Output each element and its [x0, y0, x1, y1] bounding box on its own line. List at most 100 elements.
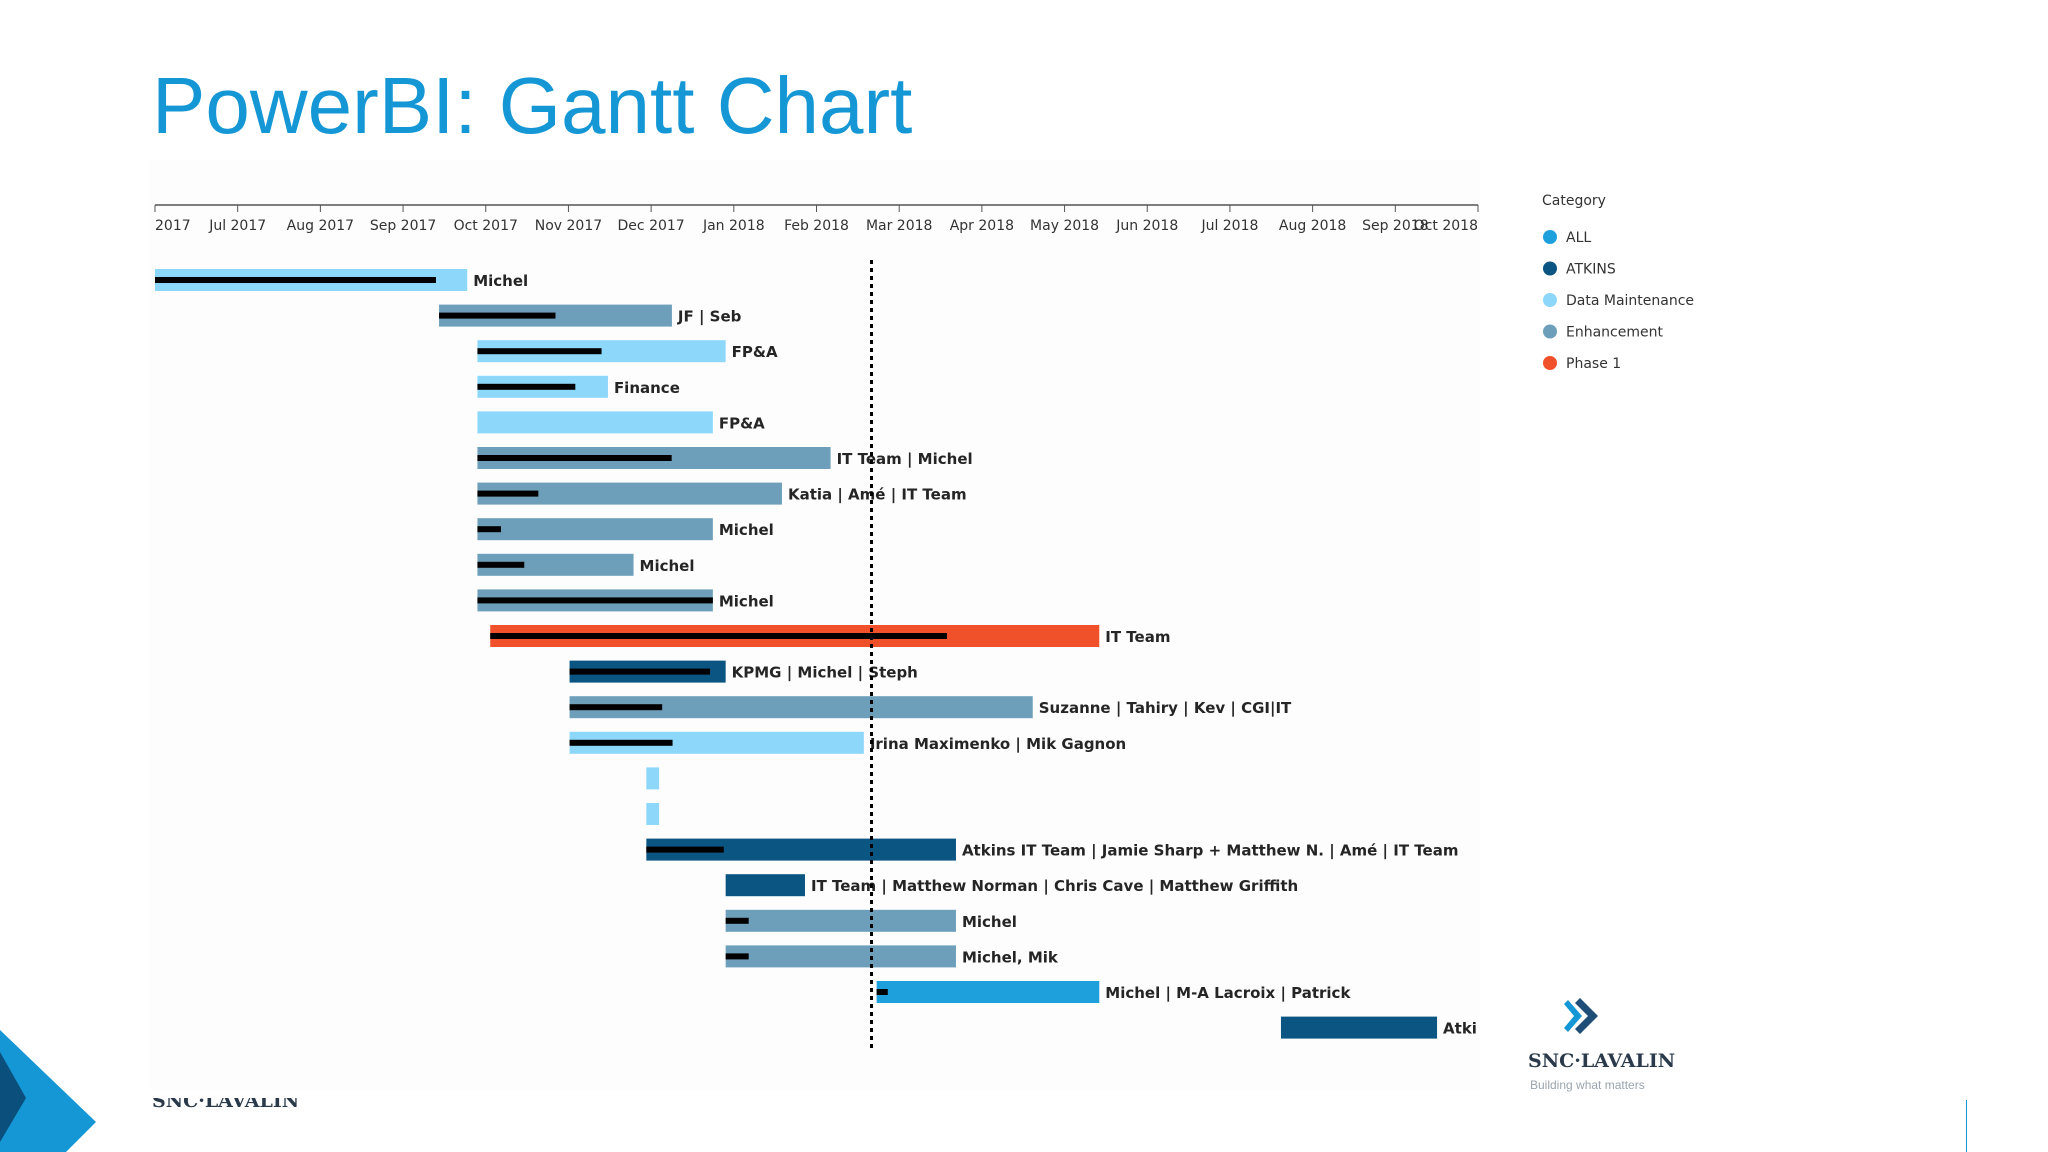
- time-axis: 2017 Jul 2017 Aug 2017 Sep 2017 Oct 2017 Nov …: [154, 204, 1479, 234]
- task-resource-label: Michel: [473, 272, 528, 290]
- legend-item[interactable]: ATKINS: [1543, 261, 1616, 278]
- legend-label: ATKINS: [1566, 262, 1616, 278]
- task-resource-label: Finance: [614, 379, 680, 397]
- task-resource-label: Katia | Amé | IT Team: [788, 486, 967, 505]
- task-progress-bar: [477, 597, 713, 604]
- task-bar[interactable]: [646, 838, 956, 861]
- task-progress-bar: [477, 561, 525, 568]
- task-row[interactable]: Suzanne | Tahiry | Kev | CGI|IT: [569, 696, 1292, 719]
- task-row[interactable]: Katia | Amé | IT Team: [477, 482, 967, 505]
- task-resource-label: IT Team | Michel: [837, 450, 973, 469]
- axis-tick-label: Oct 2017: [454, 218, 518, 234]
- logo-wordmark: SNC·LAVALIN: [1528, 1050, 1676, 1072]
- task-bar[interactable]: [725, 909, 956, 932]
- task-resource-label: Michel: [640, 557, 695, 575]
- task-resource-label: Michel: [719, 521, 774, 539]
- axis-tick-label: Sep 2018: [1362, 218, 1428, 234]
- task-bar[interactable]: [725, 874, 805, 897]
- snc-lavalin-logo: SNC·LAVALIN Building what matters: [1528, 996, 1698, 1096]
- task-row[interactable]: Atkins IT Team | Jamie Sharp + Matthew N…: [646, 838, 1458, 861]
- task-row[interactable]: IT Team: [490, 625, 1170, 647]
- axis-tick-label: Aug 2017: [287, 218, 354, 234]
- task-resource-label: IT Team: [1105, 628, 1170, 646]
- task-bar[interactable]: [477, 518, 713, 541]
- task-bar[interactable]: [477, 553, 634, 576]
- task-resource-label: Atki: [1443, 1020, 1477, 1038]
- task-row[interactable]: Irina Maximenko | Mik Gagnon: [569, 731, 1127, 754]
- task-progress-bar: [477, 490, 539, 497]
- axis-tick-label: Jul 2017: [208, 218, 266, 234]
- task-row[interactable]: Michel: [477, 518, 774, 541]
- task-progress-bar: [569, 739, 673, 746]
- axis-tick-label: Feb 2018: [784, 218, 849, 234]
- legend-item[interactable]: Data Maintenance: [1543, 293, 1694, 309]
- task-row[interactable]: Michel: [725, 909, 1017, 932]
- task-resource-label: Irina Maximenko | Mik Gagnon: [870, 735, 1126, 754]
- axis-tick-label: Jul 2018: [1200, 218, 1258, 234]
- slide-title: PowerBI: Gantt Chart: [152, 61, 913, 150]
- legend-item[interactable]: Enhancement: [1543, 324, 1663, 341]
- task-progress-bar: [646, 846, 724, 853]
- corner-decoration: [0, 1030, 96, 1152]
- task-resource-label: JF | Seb: [677, 308, 742, 327]
- task-progress-bar: [477, 383, 576, 390]
- legend-label: Enhancement: [1566, 325, 1663, 341]
- legend-item[interactable]: Phase 1: [1543, 356, 1621, 372]
- task-resource-label: FP&A: [719, 414, 765, 432]
- right-divider: [1966, 1100, 1967, 1152]
- legend-swatch: [1543, 356, 1557, 370]
- task-row[interactable]: [646, 767, 660, 790]
- legend-swatch: [1543, 230, 1557, 244]
- task-bar[interactable]: [876, 981, 1100, 1003]
- task-row[interactable]: KPMG | Michel | Steph: [569, 660, 918, 683]
- legend-swatch: [1543, 324, 1557, 339]
- axis-tick-label: Jun 2018: [1115, 218, 1178, 234]
- legend-label: Phase 1: [1566, 356, 1621, 372]
- task-row[interactable]: Michel, Mik: [725, 945, 1059, 968]
- task-resource-label: Suzanne | Tahiry | Kev | CGI|IT: [1039, 699, 1292, 718]
- axis-tick-label: Oct 2018: [1414, 218, 1478, 234]
- legend-item[interactable]: ALL: [1543, 230, 1591, 246]
- snc-lavalin-chevrons-icon: [1564, 998, 1598, 1034]
- task-row[interactable]: FP&A: [477, 411, 765, 434]
- task-row[interactable]: Atki: [1280, 1016, 1477, 1039]
- task-progress-bar: [569, 668, 711, 675]
- task-progress-bar: [569, 704, 663, 711]
- task-bar[interactable]: [646, 803, 660, 825]
- task-row[interactable]: FP&A: [477, 340, 778, 363]
- task-row[interactable]: Michel: [477, 553, 695, 576]
- legend-label: ALL: [1566, 230, 1591, 246]
- task-progress-bar: [477, 455, 672, 461]
- task-row[interactable]: Finance: [477, 375, 680, 398]
- task-row[interactable]: Michel | M-A Lacroix | Patrick: [876, 981, 1352, 1003]
- task-bar[interactable]: [569, 731, 864, 754]
- task-row[interactable]: Michel: [477, 589, 774, 612]
- axis-tick-label: Jan 2018: [702, 218, 765, 234]
- task-row[interactable]: IT Team | Matthew Norman | Chris Cave | …: [725, 874, 1299, 897]
- task-bar[interactable]: [569, 696, 1033, 719]
- legend-swatch: [1543, 261, 1557, 276]
- task-row[interactable]: JF | Seb: [439, 304, 742, 327]
- task-progress-bar: [490, 633, 948, 639]
- axis-tick-label: May 2018: [1030, 218, 1099, 234]
- axis-tick-label: Apr 2018: [950, 218, 1014, 234]
- task-row[interactable]: Michel: [155, 269, 528, 291]
- axis-tick-label: Nov 2017: [535, 218, 602, 234]
- task-bar[interactable]: [1280, 1016, 1438, 1039]
- task-bar[interactable]: [646, 767, 660, 790]
- task-progress-bar: [477, 348, 602, 355]
- task-row[interactable]: [646, 803, 660, 825]
- task-row[interactable]: IT Team | Michel: [477, 447, 973, 469]
- task-bar[interactable]: [477, 482, 782, 505]
- task-bar[interactable]: [477, 411, 713, 434]
- task-resource-label: KPMG | Michel | Steph: [732, 664, 918, 683]
- task-bar[interactable]: [725, 945, 956, 968]
- task-resource-label: Michel: [719, 592, 774, 610]
- task-progress-bar: [725, 917, 749, 924]
- task-resource-label: IT Team | Matthew Norman | Chris Cave | …: [811, 877, 1298, 896]
- logo-tagline: Building what matters: [1530, 1078, 1645, 1092]
- task-progress-bar: [439, 312, 556, 319]
- legend-title: Category: [1542, 193, 1606, 209]
- task-resource-label: FP&A: [732, 343, 778, 361]
- task-resource-label: Michel: [962, 913, 1017, 931]
